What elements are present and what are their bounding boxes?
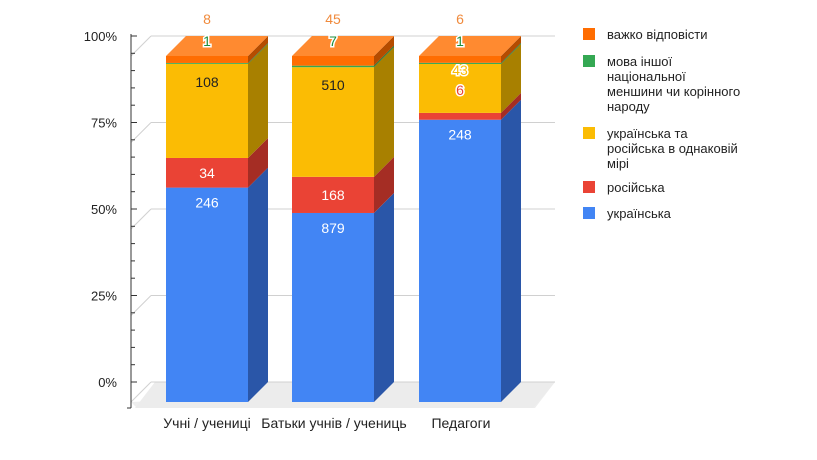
bar-top (292, 36, 394, 56)
bar-side (501, 43, 521, 113)
data-label: 248 (448, 127, 472, 143)
bar-segment (419, 56, 501, 63)
bar-side (248, 167, 268, 402)
data-label: 45 (325, 11, 341, 27)
legend-label: українська та російська в однаковій мірі (607, 126, 738, 171)
bar-side (501, 92, 521, 120)
data-label: 168 (321, 187, 345, 203)
bar-segment (292, 67, 374, 177)
bar-side (248, 43, 268, 158)
legend-swatch (583, 127, 595, 139)
legend-label: українська (607, 206, 672, 221)
bar-segment (292, 176, 374, 213)
bar-top (419, 36, 521, 56)
bar-segment (292, 56, 374, 66)
gridline-diag (130, 122, 152, 143)
bar-side (374, 192, 394, 402)
bar-segment (292, 212, 374, 402)
bar-side (374, 47, 394, 177)
legend-label: мова іншої національної меншини чи корінно… (607, 54, 740, 114)
bar-side (248, 36, 268, 63)
bar-side (501, 99, 521, 402)
bar-segment (166, 56, 248, 63)
data-label: 43 (452, 62, 468, 78)
x-tick-label: Батьки учнів / учениць (261, 415, 406, 431)
bar-side (501, 42, 521, 64)
bar-side (374, 36, 394, 66)
x-tick-label: Педагоги (431, 415, 490, 431)
gridline-diag (130, 208, 152, 230)
bar-segment (166, 157, 248, 188)
bar-segment (292, 65, 374, 68)
y-tick-label: 75% (91, 116, 117, 131)
data-label: 108 (195, 74, 219, 90)
data-label: 7 (329, 33, 337, 49)
legend-label: важко відповісти (607, 27, 708, 42)
data-label: 879 (321, 220, 345, 236)
data-label: 1 (456, 33, 464, 49)
bar-segment (166, 63, 248, 158)
data-label: 246 (195, 195, 219, 211)
gridline-diag (130, 35, 152, 57)
y-tick-label: 100% (84, 29, 118, 44)
bar-side (248, 137, 268, 188)
bar-side (501, 36, 521, 63)
bar-segment (166, 62, 248, 64)
bar-segment (419, 63, 501, 113)
x-tick-label: Учні / учениці (163, 415, 250, 431)
bar-segment (419, 119, 501, 402)
y-tick-label: 25% (91, 289, 117, 304)
gridline-diag (130, 295, 152, 316)
bar-side (374, 45, 394, 68)
data-label: 8 (203, 11, 211, 27)
bar-segment (419, 112, 501, 120)
legend-swatch (583, 28, 595, 40)
data-label: 510 (321, 77, 345, 93)
data-label: 6 (456, 82, 464, 98)
bar-top (166, 36, 268, 56)
bar-segment (166, 187, 248, 402)
bar-side (374, 156, 394, 213)
legend-swatch (583, 55, 595, 67)
y-tick-label: 0% (98, 375, 117, 390)
data-label: 34 (199, 165, 215, 181)
data-label: 1 (203, 33, 211, 49)
data-label: 6 (456, 11, 464, 27)
y-tick-label: 50% (91, 202, 117, 217)
bar-segment (419, 62, 501, 64)
gridline-diag (130, 381, 152, 403)
legend-swatch (583, 207, 595, 219)
bar-side (248, 42, 268, 64)
legend-label: російська (607, 180, 665, 195)
legend-swatch (583, 181, 595, 193)
